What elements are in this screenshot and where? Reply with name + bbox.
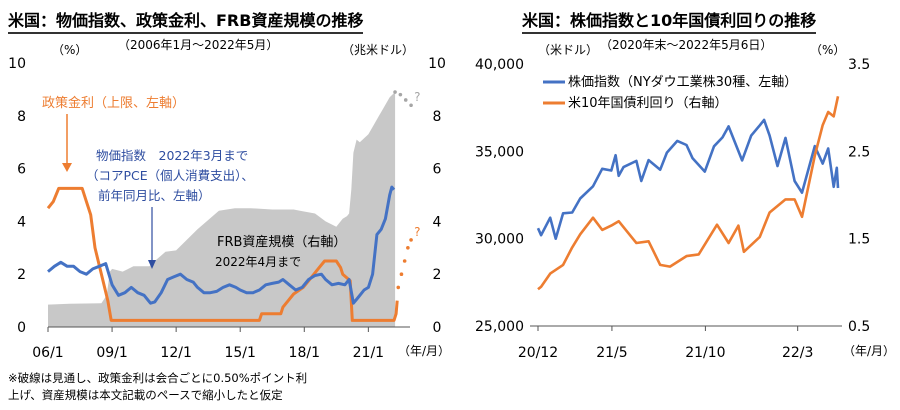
left-series-1-point-1 (398, 92, 403, 97)
left-series-1-point-3 (409, 103, 413, 108)
left-y-tick-right-2: 4 (433, 214, 442, 230)
right-y-tick-left-1: 30,000 (475, 232, 524, 248)
left-series-3-point-1 (399, 272, 404, 277)
left-x-tick-0: 06/1 (32, 345, 63, 361)
right-y-tick-right-1: 1.5 (848, 232, 870, 248)
left-y-tick-left-2: 4 (17, 214, 26, 230)
right-y-tick-left-0: 25,000 (475, 319, 524, 335)
right-y-tick-right-0: 0.5 (848, 319, 870, 335)
left-y-tick-left-4: 8 (17, 109, 26, 125)
left-series-3-point-0 (396, 285, 401, 290)
left-y-tick-left-5: 10 (8, 56, 26, 72)
left-x-tick-4: 18/1 (289, 345, 320, 361)
left-series-3-point-4 (409, 238, 413, 242)
annotation-pce-line-2: （コアPCE（個人消費支出）、 (86, 168, 254, 183)
left-y-tick-left-1: 2 (17, 267, 26, 283)
left-series-2 (46, 186, 399, 322)
right-y-tick-right-3: 3.5 (848, 57, 870, 73)
left-x-tick-5: 21/1 (353, 345, 384, 361)
left-series-3-marker: ? (414, 225, 420, 239)
right-chart-title: 米国：株価指数と10年国債利回りの推移 (522, 7, 817, 34)
right-series-0 (536, 118, 840, 240)
left-series-1-marker: ? (414, 90, 420, 104)
annotation-policy-rate-arrowhead (62, 163, 72, 172)
right-x-tick-3: 22/3 (782, 345, 813, 361)
right-legend-label-0: 株価指数（NYダウ工業株30種、左軸） (568, 74, 797, 90)
left-y-tick-right-5: 10 (428, 56, 446, 72)
right-y-unit-left: （米ドル） (538, 43, 598, 57)
left-y-tick-right-4: 8 (433, 109, 442, 125)
left-chart-subtitle: （2006年1月～2022年5月） (118, 38, 279, 52)
left-y-tick-right-0: 0 (433, 320, 442, 336)
right-x-unit: （年/月） (843, 344, 895, 358)
left-x-unit: （年/月） (398, 344, 450, 358)
left-x-tick-2: 12/1 (160, 345, 191, 361)
right-series-1 (537, 96, 840, 291)
annotation-pce-line-3: 前年同月比、左軸） (98, 188, 211, 203)
left-y-unit-right: （兆米ドル） (342, 43, 414, 57)
right-y-tick-right-2: 2.5 (848, 144, 870, 160)
right-y-tick-left-2: 35,000 (475, 144, 524, 160)
right-legend-label-1: 米10年国債利回り（右軸） (568, 96, 728, 111)
left-x-tick-3: 15/1 (224, 345, 255, 361)
left-y-tick-left-3: 6 (17, 162, 26, 178)
right-chart-subtitle: （2020年末～2022年5月6日） (600, 38, 773, 52)
annotation-balance-sheet-period: 2022年4月まで (215, 255, 301, 269)
annotation-policy-rate: 政策金利（上限、左軸） (42, 95, 185, 111)
left-y-tick-right-1: 2 (433, 267, 442, 283)
left-series-1-point-0 (393, 90, 397, 94)
right-y-unit-right: （%） (810, 43, 845, 57)
right-x-tick-2: 21/10 (685, 345, 725, 361)
left-y-tick-right-3: 6 (433, 162, 442, 178)
footnote-line-2: 上げ、資産規模は本文記載のペースで縮小したと仮定 (8, 388, 283, 402)
annotation-pce-arrowhead (148, 260, 156, 269)
footnote-line-1: ※破線は見通し、政策金利は会合ごとに0.50%ポイント利 (8, 371, 308, 385)
left-series-3-point-2 (402, 259, 407, 263)
annotation-pce-line-1: 物価指数 2022年3月まで (96, 148, 248, 163)
right-y-tick-left-3: 40,000 (475, 57, 524, 73)
annotation-balance-sheet: FRB資産規模（右軸） (217, 234, 346, 250)
left-series-0 (48, 92, 396, 327)
left-y-unit-left: （%） (52, 43, 87, 57)
left-x-tick-1: 09/1 (96, 345, 127, 361)
right-x-tick-1: 21/5 (596, 345, 627, 361)
left-y-tick-left-0: 0 (17, 320, 26, 336)
left-series-1-point-2 (403, 98, 408, 102)
left-chart-title: 米国：物価指数、政策金利、FRB資産規模の推移 (8, 7, 364, 34)
left-series-4 (47, 185, 396, 305)
right-x-tick-0: 20/12 (518, 345, 558, 361)
left-series-3-point-3 (406, 246, 410, 250)
